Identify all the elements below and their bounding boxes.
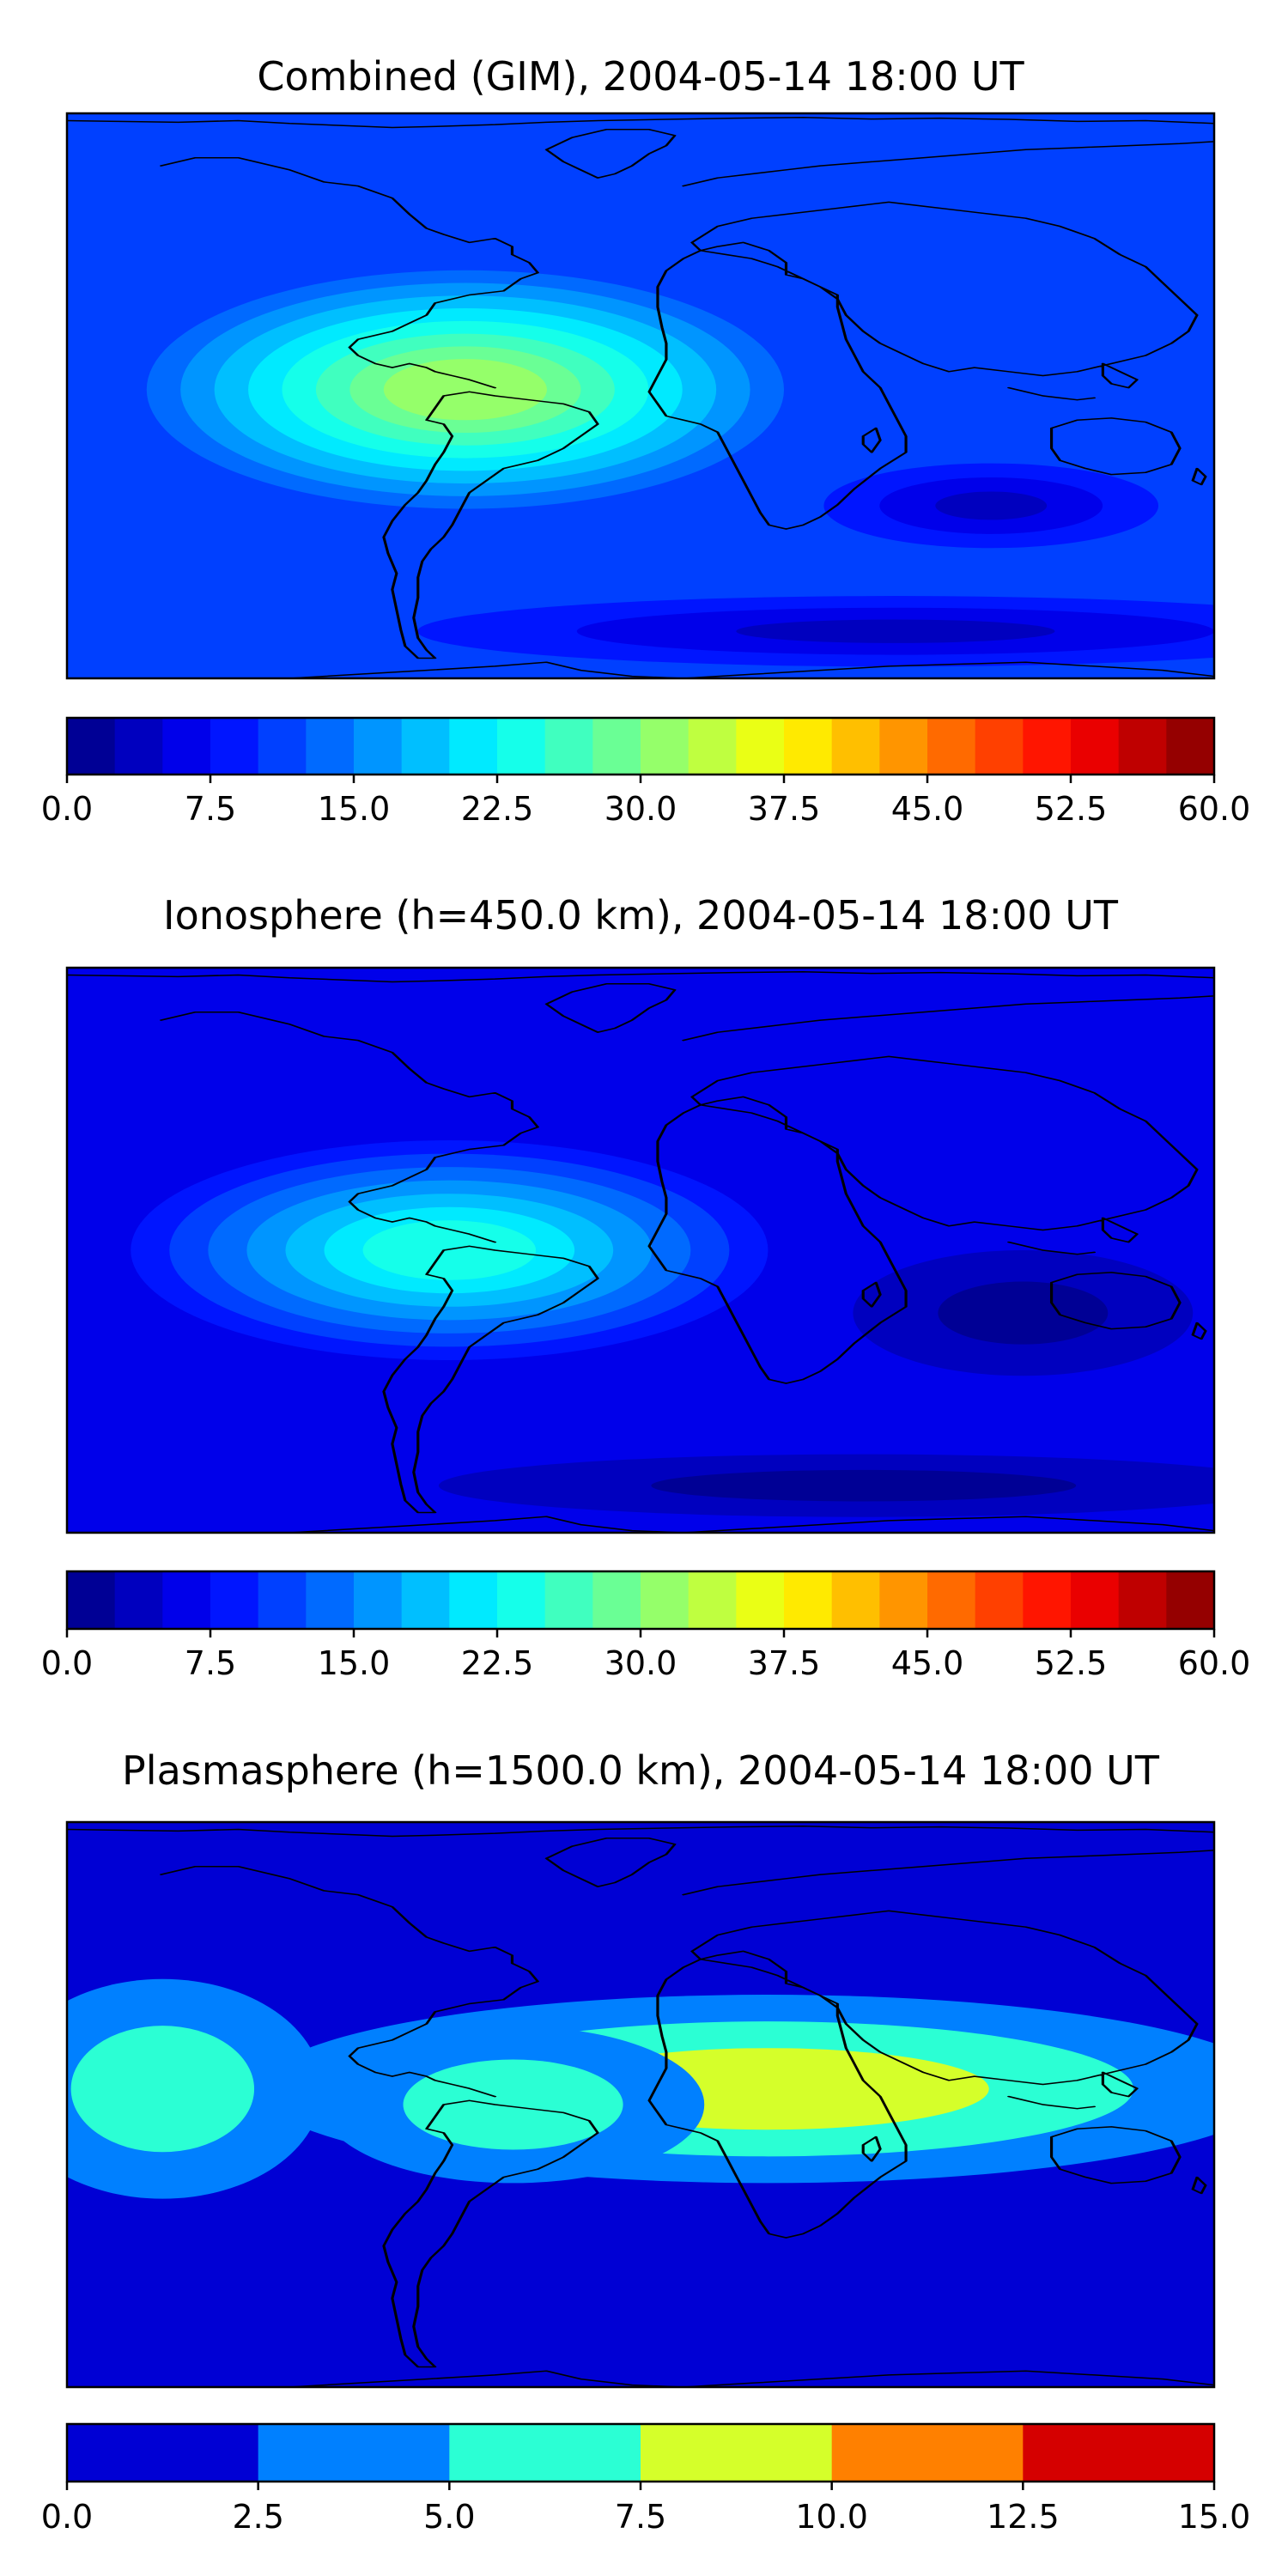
- colorbar-tick-label: 22.5: [461, 1644, 534, 1682]
- colorbar-segment: [879, 718, 928, 775]
- colorbar-tick-label: 15.0: [318, 1644, 391, 1682]
- colorbar-tick-label: 52.5: [1035, 1644, 1108, 1682]
- contour-low: [651, 1469, 1077, 1502]
- colorbar-tick-label: 45.0: [891, 790, 964, 828]
- colorbar-segment: [879, 1571, 928, 1629]
- colorbar-segment: [1166, 718, 1215, 775]
- map-frame: [65, 1820, 1216, 2389]
- panel-title: Combined (GIM), 2004-05-14 18:00 UT: [257, 53, 1024, 100]
- contour-band: [403, 2059, 623, 2150]
- colorbar-segment: [210, 1571, 259, 1629]
- colorbar-segment: [592, 1571, 641, 1629]
- colorbar-tick-label: 45.0: [891, 1644, 964, 1682]
- colorbar-segment: [306, 1571, 355, 1629]
- colorbar-tick-label: 7.5: [185, 1644, 236, 1682]
- colorbar-segment: [641, 718, 690, 775]
- colorbar-tick-label: 7.5: [615, 2498, 666, 2536]
- colorbar-segment: [736, 1571, 785, 1629]
- colorbar-tick-label: 12.5: [987, 2498, 1060, 2536]
- colorbar-segment: [258, 1571, 307, 1629]
- colorbar-tick-label: 2.5: [232, 2498, 283, 2536]
- contour-map: [67, 968, 1214, 1533]
- colorbar-segment: [497, 718, 546, 775]
- map-frame: [65, 966, 1216, 1534]
- colorbar-segment: [784, 718, 833, 775]
- colorbar-segment: [1118, 718, 1167, 775]
- colorbar-segment: [162, 718, 211, 775]
- colorbar-segment: [210, 718, 259, 775]
- colorbar-segment: [1166, 1571, 1215, 1629]
- colorbar-segment: [354, 1571, 403, 1629]
- colorbar-tick-label: 37.5: [748, 1644, 821, 1682]
- colorbar-segment: [1071, 1571, 1120, 1629]
- colorbar-tick-label: 0.0: [41, 1644, 93, 1682]
- colorbar-segment: [927, 1571, 976, 1629]
- colorbar-segment: [784, 1571, 833, 1629]
- colorbar-segment: [544, 718, 593, 775]
- colorbar-segment: [975, 718, 1024, 775]
- colorbar-segment: [162, 1571, 211, 1629]
- contour-map: [67, 113, 1214, 678]
- colorbar-segment: [67, 1571, 116, 1629]
- colorbar-tick-label: 30.0: [605, 790, 677, 828]
- colorbar-segment: [641, 2424, 833, 2482]
- colorbar-segment: [114, 1571, 163, 1629]
- colorbar-segment: [497, 1571, 546, 1629]
- colorbar-segment: [736, 718, 785, 775]
- colorbar-segment: [449, 2424, 641, 2482]
- colorbar-tick-label: 0.0: [41, 790, 93, 828]
- colorbar-segment: [831, 1571, 880, 1629]
- colorbar-tick-label: 15.0: [318, 790, 391, 828]
- colorbar-segment: [67, 718, 116, 775]
- colorbar-segment: [831, 2424, 1024, 2482]
- colorbar-segment: [927, 718, 976, 775]
- colorbar-segment: [1118, 1571, 1167, 1629]
- colorbar-segment: [1023, 1571, 1072, 1629]
- map-frame: [65, 112, 1216, 680]
- colorbar-tick-label: 7.5: [185, 790, 236, 828]
- colorbar-tick-label: 37.5: [748, 790, 821, 828]
- colorbar-segment: [544, 1571, 593, 1629]
- colorbar-tick-label: 0.0: [41, 2498, 93, 2536]
- colorbar-segment: [1023, 2424, 1215, 2482]
- colorbar-segment: [688, 1571, 737, 1629]
- contour-low: [938, 1281, 1109, 1345]
- colorbar-segment: [258, 718, 307, 775]
- colorbar-segment: [831, 718, 880, 775]
- colorbar-segment: [1071, 718, 1120, 775]
- colorbar-segment: [592, 718, 641, 775]
- contour-band: [70, 2026, 255, 2153]
- colorbar-segment: [688, 718, 737, 775]
- panel-title: Ionosphere (h=450.0 km), 2004-05-14 18:0…: [163, 892, 1119, 939]
- colorbar-segment: [306, 718, 355, 775]
- colorbar-tick-label: 10.0: [795, 2498, 868, 2536]
- colorbar-segment: [258, 2424, 450, 2482]
- panel-title: Plasmasphere (h=1500.0 km), 2004-05-14 1…: [122, 1747, 1160, 1794]
- colorbar-segment: [975, 1571, 1024, 1629]
- colorbar-segment: [1023, 718, 1072, 775]
- colorbar-tick-label: 15.0: [1178, 2498, 1251, 2536]
- colorbar-segment: [114, 718, 163, 775]
- colorbar-tick-label: 60.0: [1178, 1644, 1251, 1682]
- colorbar-segment: [67, 2424, 259, 2482]
- contour-band: [383, 359, 547, 421]
- colorbar-tick-label: 52.5: [1035, 790, 1108, 828]
- contour-band: [362, 1220, 537, 1280]
- colorbar-segment: [401, 1571, 450, 1629]
- colorbar-segment: [354, 718, 403, 775]
- colorbar-tick-label: 60.0: [1178, 790, 1251, 828]
- colorbar-segment: [641, 1571, 690, 1629]
- colorbar-segment: [449, 718, 498, 775]
- colorbar-tick-label: 22.5: [461, 790, 534, 828]
- colorbar-tick-label: 5.0: [423, 2498, 475, 2536]
- colorbar-tick-label: 30.0: [605, 1644, 677, 1682]
- colorbar-segment: [401, 718, 450, 775]
- contour-low: [736, 619, 1055, 643]
- colorbar-segment: [449, 1571, 498, 1629]
- contour-low: [935, 491, 1048, 520]
- contour-map: [67, 1822, 1214, 2387]
